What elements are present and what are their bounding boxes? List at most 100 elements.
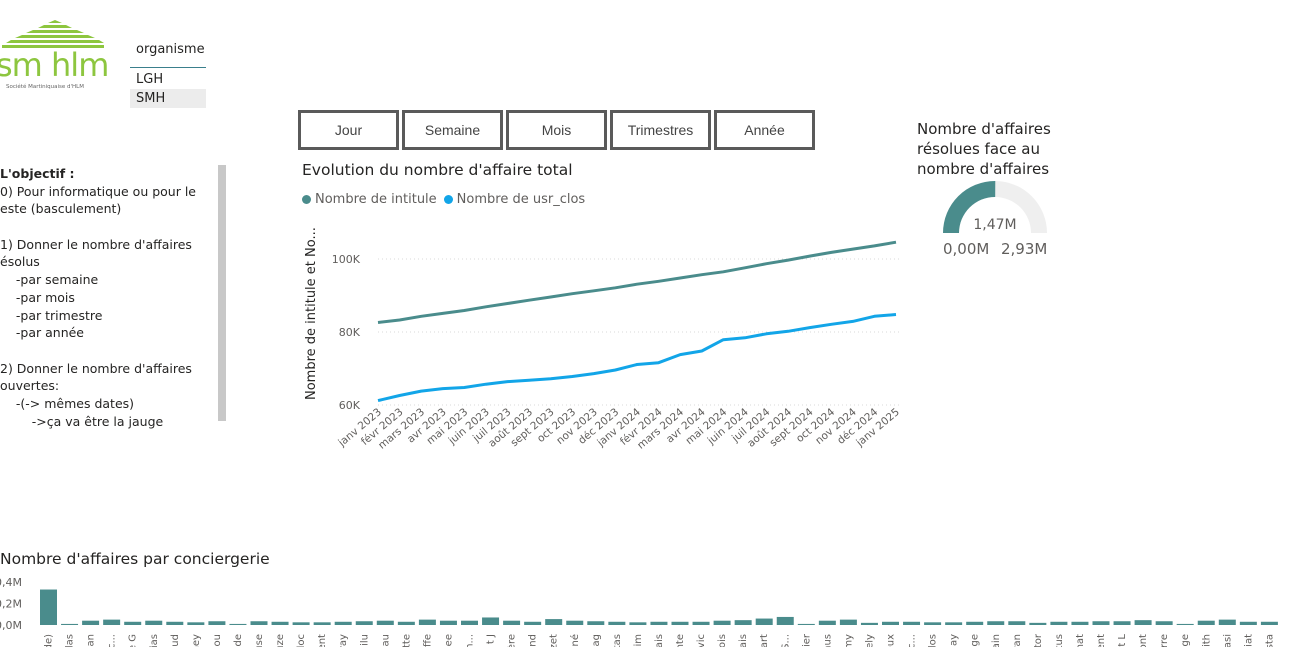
bar[interactable] (40, 589, 57, 625)
line-series-0[interactable] (377, 240, 897, 324)
bar[interactable] (776, 616, 794, 625)
bar[interactable] (355, 621, 373, 625)
bar[interactable] (503, 620, 521, 625)
bar-x-tick-label: de) (44, 634, 55, 647)
bar[interactable] (924, 622, 942, 625)
bar[interactable] (524, 621, 542, 625)
bar[interactable] (755, 618, 773, 625)
bar[interactable] (966, 621, 984, 625)
bar[interactable] (1239, 621, 1257, 625)
bar[interactable] (1092, 621, 1110, 625)
bar[interactable] (103, 619, 121, 625)
bar[interactable] (145, 620, 163, 625)
bar[interactable] (1008, 621, 1026, 625)
objective-line: -(-> mêmes dates) (0, 395, 135, 411)
bar[interactable] (987, 621, 1005, 625)
legend-label: Nombre de intitule (315, 192, 437, 207)
period-button-jour[interactable]: Jour (298, 110, 399, 150)
bar-x-tick-label: im (633, 634, 644, 647)
bar-x-tick-label: ois (717, 634, 728, 647)
bar-x-tick-label: loc (296, 634, 307, 647)
bar[interactable] (461, 620, 478, 625)
bar[interactable] (82, 620, 100, 625)
bar[interactable] (734, 620, 752, 625)
bar-x-tick-label: né (569, 634, 581, 647)
bar[interactable] (208, 621, 226, 625)
bar-x-tick-label: tas (612, 634, 623, 647)
period-button-semaine[interactable]: Semaine (402, 110, 503, 150)
bar[interactable] (839, 619, 857, 625)
bar[interactable] (629, 622, 647, 625)
bar[interactable] (1176, 623, 1194, 625)
bar-x-tick-label: las (65, 634, 76, 647)
bar[interactable] (650, 621, 668, 625)
objective-line: -par année (0, 325, 84, 341)
gauge-fill (943, 181, 996, 233)
bar[interactable] (1218, 619, 1236, 625)
logo-subtitle: Société Martiniquaise d'HLM (6, 83, 84, 90)
bar[interactable] (271, 621, 289, 625)
bar[interactable] (1134, 620, 1152, 625)
bar[interactable] (587, 621, 605, 625)
legend-item-usr-clos[interactable]: Nombre de usr_clos (443, 192, 585, 207)
bar[interactable] (292, 622, 310, 625)
slicer-item-lgh[interactable]: LGH (136, 72, 164, 87)
bar[interactable] (1050, 621, 1068, 625)
bar-x-tick-label: nus (822, 634, 833, 647)
objective-scrollbar[interactable] (218, 165, 226, 421)
bar[interactable] (482, 617, 500, 625)
bar[interactable] (166, 621, 184, 625)
bar-y-tick-label: 0,2M (0, 598, 22, 611)
bar-x-tick-label: ian (86, 634, 97, 647)
bar[interactable] (61, 623, 79, 625)
bar[interactable] (713, 620, 731, 625)
period-button-annee[interactable]: Année (714, 110, 815, 150)
bar[interactable] (334, 621, 352, 625)
bar[interactable] (1155, 621, 1173, 625)
bar[interactable] (818, 620, 836, 625)
bar[interactable] (124, 621, 142, 625)
bar-x-tick-label: de (233, 634, 244, 647)
bar[interactable] (1260, 621, 1278, 625)
bar[interactable] (1071, 621, 1089, 625)
bar[interactable] (1113, 621, 1131, 625)
bar-x-tick-label: tte (401, 634, 412, 647)
bar-x-tick-label: ud (170, 634, 181, 647)
bar-x-tick-label: ge (970, 634, 981, 647)
bar-x-tick-label: rier (801, 633, 812, 647)
gauge-value: 1,47M (973, 217, 1016, 233)
bar[interactable] (860, 622, 878, 625)
bar-x-tick-label: tus (1054, 634, 1065, 647)
gauge-max-label: 2,93M (1001, 240, 1048, 258)
bar[interactable] (229, 623, 247, 625)
bar[interactable] (418, 619, 436, 625)
slicer-item-smh[interactable]: SMH (130, 89, 206, 108)
period-button-trimestres[interactable]: Trimestres (610, 110, 711, 150)
bar[interactable] (882, 621, 899, 625)
bar[interactable] (439, 620, 457, 625)
bar[interactable] (376, 620, 394, 625)
objective-line: este (basculement) (0, 201, 122, 217)
bar[interactable] (692, 621, 710, 625)
bar[interactable] (797, 623, 815, 625)
bar[interactable] (1197, 620, 1215, 625)
bar[interactable] (671, 621, 689, 625)
bar[interactable] (187, 622, 205, 625)
bar[interactable] (608, 621, 626, 625)
bar[interactable] (1029, 622, 1047, 625)
bar-x-tick-label: iat (1243, 634, 1254, 647)
bar[interactable] (545, 619, 563, 625)
bar[interactable] (903, 621, 921, 625)
bar-y-tick-label: 0,4M (0, 576, 22, 589)
period-button-mois[interactable]: Mois (506, 110, 607, 150)
objective-line: -par semaine (0, 272, 99, 288)
legend-item-intitule[interactable]: Nombre de intitule (302, 192, 437, 207)
bar[interactable] (397, 621, 415, 625)
bar[interactable] (566, 620, 584, 625)
bar[interactable] (250, 621, 268, 625)
line-series-1[interactable] (377, 313, 897, 403)
bar-x-tick-label: t J (486, 634, 497, 644)
bar-x-tick-label: tor (1033, 633, 1044, 647)
bar[interactable] (945, 622, 963, 625)
bar[interactable] (313, 622, 331, 625)
